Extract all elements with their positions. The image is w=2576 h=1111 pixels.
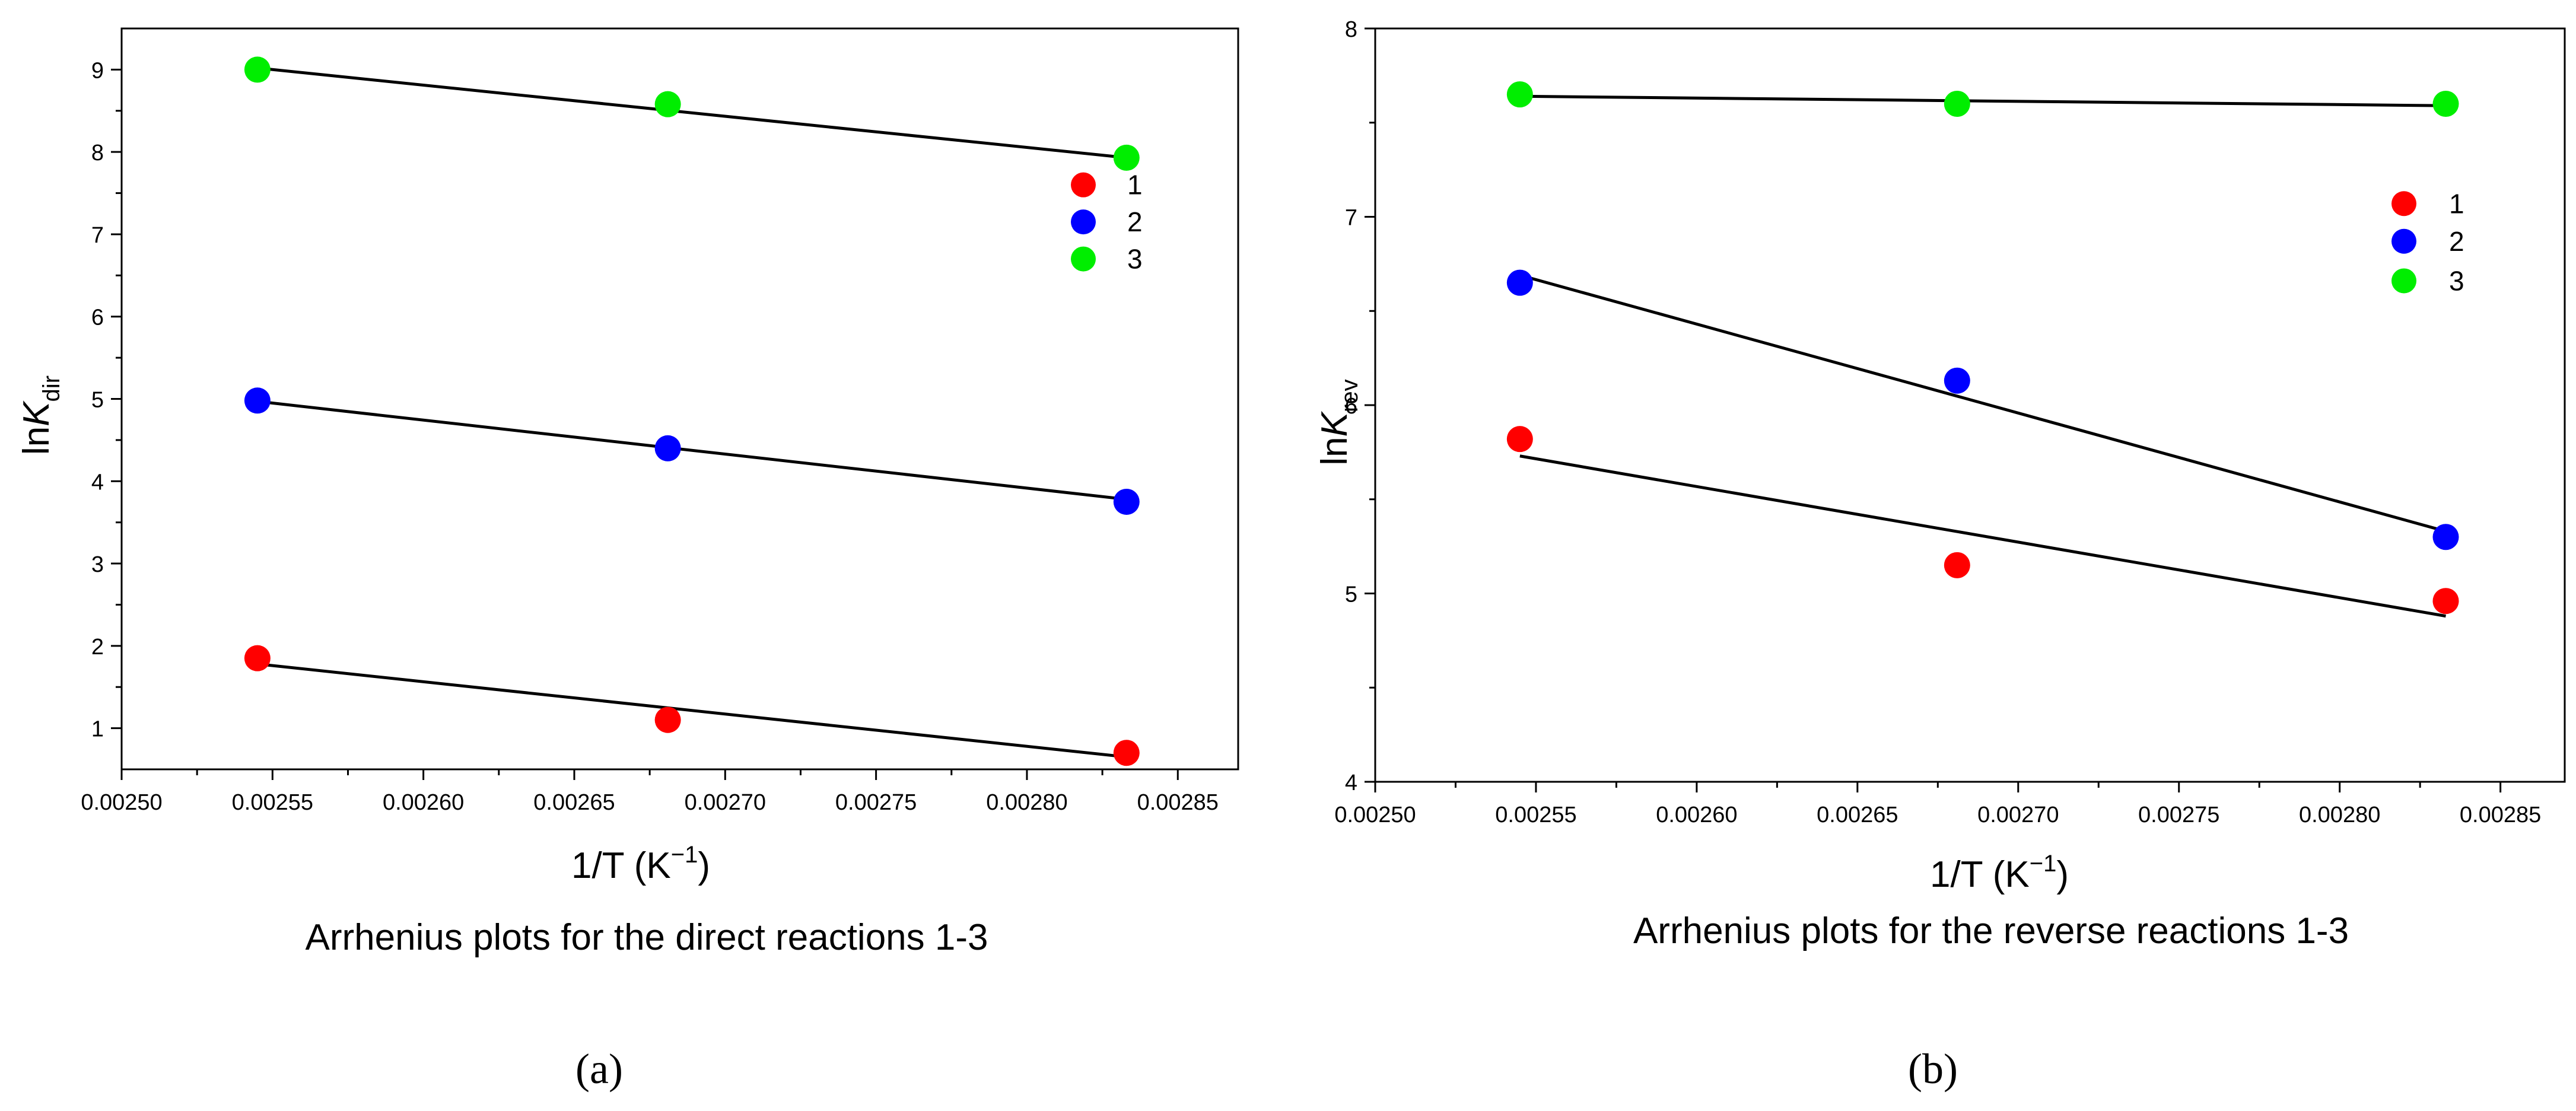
data-point-series-3 [654,91,681,117]
data-point-series-2 [1113,488,1140,515]
legend-marker-2 [1071,209,1096,235]
y-axis-title-prefix: ln [16,426,57,455]
y-axis-title-sub: dir [39,375,65,402]
y-tick-label: 9 [91,58,104,83]
data-point-series-2 [1944,367,1970,394]
x-tick-label: 0.00270 [1977,803,2059,827]
y-tick-label: 6 [1345,394,1357,419]
data-point-series-3 [1944,91,1970,117]
x-tick-label: 0.00285 [2460,803,2541,827]
data-point-series-1 [2432,588,2459,615]
x-tick-label: 0.00255 [232,790,313,815]
x-tick-label: 0.00265 [533,790,615,815]
y-tick-label: 8 [91,141,104,165]
y-axis-title: lnKdir [16,375,65,455]
data-point-series-2 [2432,524,2459,550]
plot-frame [1374,27,2566,783]
data-point-series-2 [244,387,271,414]
legend-marker-1 [2391,191,2416,217]
x-axis-title-sup: −1 [671,842,698,868]
x-tick-label: 0.00280 [986,790,1067,815]
fit-line-series-2 [257,400,1127,501]
y-tick-label: 5 [91,388,104,413]
y-tick-label: 4 [1345,771,1357,795]
data-point-series-2 [654,435,681,461]
y-tick-label: 6 [91,305,104,330]
y-tick-label: 2 [91,635,104,660]
y-tick-label: 3 [91,552,104,577]
x-tick-label: 0.00250 [81,790,162,815]
fit-line-series-2 [1519,273,2447,533]
legend-label-1: 1 [2449,188,2464,219]
panel-label: (a) [575,1045,623,1093]
x-tick-label: 0.00280 [2299,803,2380,827]
y-tick-label: 7 [1345,206,1357,231]
data-point-series-3 [1113,144,1140,171]
legend-label-2: 2 [1127,206,1143,237]
panel-label: (b) [1908,1045,1958,1093]
legend-label-3: 3 [2449,265,2464,296]
data-point-series-1 [654,706,681,733]
x-tick-label: 0.00270 [685,790,766,815]
legend-label-3: 3 [1127,244,1143,275]
y-tick-label: 5 [1345,582,1357,607]
chart-panel-b: 0.00250 0.00255 0.00260 0.00265 0.00270 0.002… [1314,17,2566,1093]
data-point-series-1 [1113,740,1140,766]
x-tick-label: 0.00285 [1137,790,1219,815]
legend-marker-2 [2391,228,2416,254]
legend-marker-3 [1071,246,1096,272]
fit-line-series-3 [257,66,1127,160]
y-tick-label: 4 [91,470,104,495]
data-point-series-1 [1506,426,1533,453]
fit-line-series-1 [1519,454,2446,618]
data-point-series-3 [244,56,271,83]
data-point-series-1 [244,645,271,671]
y-tick-label: 8 [1345,17,1357,42]
y-axis-title-italic: K [16,400,57,426]
y-axis-title-italic: K [1314,410,1355,437]
fit-line-series-1 [257,662,1127,759]
x-axis-title-main: 1/T (K [571,845,671,886]
chart-caption: Arrhenius plots for the reverse reaction… [1633,911,2349,951]
x-tick-label: 0.00255 [1495,803,1576,827]
chart-caption: Arrhenius plots for the direct reactions… [306,917,988,958]
x-tick-label: 0.00275 [835,790,917,815]
x-axis-title: 1/T (K−1) [571,842,710,886]
legend-label-2: 2 [2449,226,2464,257]
legend-marker-1 [1071,172,1096,198]
legend-marker-3 [2391,268,2416,294]
x-axis-title-main: 1/T (K [1930,854,2030,895]
data-point-series-1 [1944,552,1970,578]
x-axis-title-sup: −1 [2030,851,2057,877]
x-tick-label: 0.00260 [1656,803,1737,827]
chart-panel-a: 0.00250 0.00255 0.00260 0.00265 0.00270 0.002… [16,27,1239,1093]
x-tick-label: 0.00250 [1334,803,1416,827]
plot-frame [120,27,1239,771]
y-axis-title: lnKrev [1314,379,1363,465]
y-axis-title-prefix: ln [1314,437,1355,465]
x-tick-label: 0.00260 [383,790,464,815]
fit-line-series-3 [1519,94,2446,107]
x-tick-label: 0.00265 [1817,803,1898,827]
x-axis-title: 1/T (K−1) [1930,851,2069,895]
legend-label-1: 1 [1127,170,1143,200]
x-axis-title-close: ) [698,845,710,886]
data-point-series-3 [1506,81,1533,108]
data-point-series-3 [2432,91,2459,117]
y-axis-title-sub: rev [1337,379,1363,412]
x-axis-title-close: ) [2056,854,2069,895]
x-tick-label: 0.00275 [2138,803,2219,827]
y-tick-label: 1 [91,717,104,742]
y-tick-label: 7 [91,223,104,248]
data-point-series-2 [1506,269,1533,296]
